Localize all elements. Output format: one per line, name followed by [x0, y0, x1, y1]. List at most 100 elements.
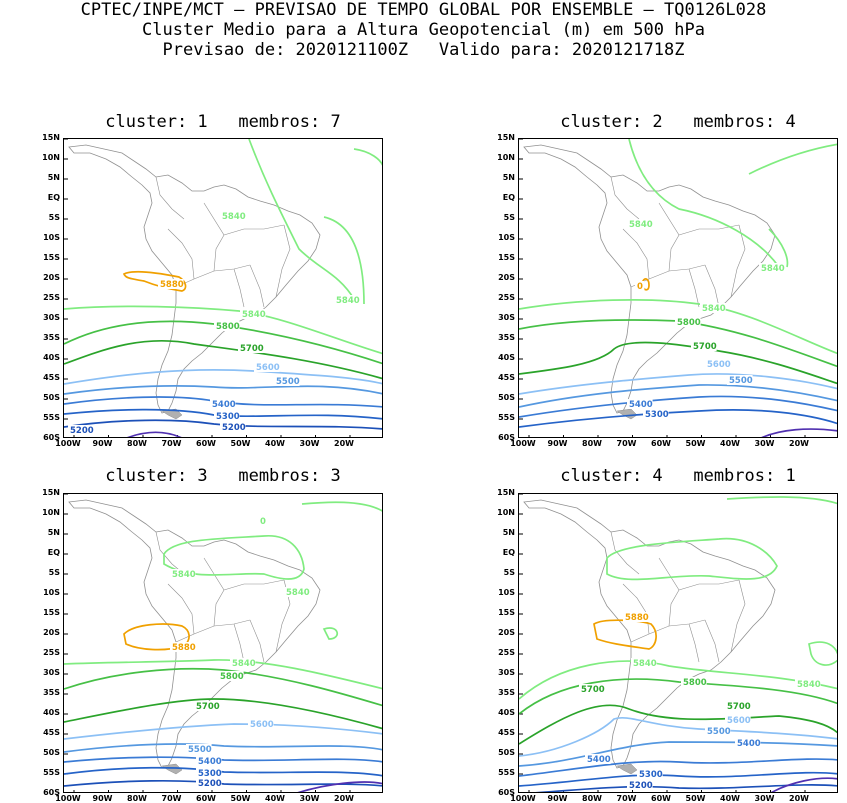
contour-label-bg: [585, 754, 611, 764]
latitude-tick-label: 10N: [42, 508, 60, 517]
longitude-tick-label: 80W: [127, 794, 147, 803]
contour-c5400: [519, 395, 837, 418]
longitude-tick-label: 30W: [299, 794, 320, 803]
longitude-tick-label: 90W: [92, 794, 113, 803]
country-border: [658, 557, 680, 591]
longitude-tick-label: 90W: [547, 794, 568, 803]
contour-label: 5840: [797, 680, 821, 690]
map-frame: 5840 5840 0 5840 5800 5700 5600 5500 5400 5300: [518, 138, 838, 438]
contour-label-bg: [675, 317, 701, 327]
latitude-tick-label: 60S: [43, 788, 60, 797]
country-border: [630, 619, 706, 643]
latitude-tick-label: 30S: [43, 668, 60, 677]
latitude-tick-label: 15S: [43, 608, 60, 617]
contour-label: 5800: [216, 322, 240, 332]
contour-label: 5600: [727, 716, 751, 726]
latitude-tick-label: EQ: [502, 193, 515, 202]
latitude-tick-label: 60S: [498, 788, 515, 797]
latitude-tick-label: 25S: [498, 648, 515, 657]
contour-label: 5840: [761, 264, 785, 274]
map-canvas: 5840584058805840580057005600550054005300…: [64, 139, 382, 437]
longitude-tick-label: 20W: [334, 439, 354, 448]
longitude-tick-label: 100W: [510, 794, 536, 803]
contour-label: 5840: [702, 304, 726, 314]
latitude-tick-label: 35S: [498, 333, 515, 342]
latitude-tick-label: 15N: [42, 488, 60, 497]
contour-label-bg: [220, 211, 246, 221]
contour-c5400: [519, 758, 837, 777]
contour-label-bg: [248, 719, 274, 729]
longitude-tick-label: 80W: [582, 439, 602, 448]
country-border: [203, 202, 225, 236]
contour-c5880: [123, 623, 190, 651]
contour-label-bg: [700, 303, 726, 313]
country-border: [668, 579, 740, 627]
contour-label-bg: [284, 587, 310, 597]
longitude-tick-label: 80W: [127, 439, 147, 448]
longitude-tick-label: 60W: [651, 439, 671, 448]
latitude-tick-label: 40S: [43, 708, 60, 717]
coastline: [68, 144, 321, 414]
contour-c5840-east: [323, 216, 365, 305]
latitude-tick-label: 50S: [498, 748, 515, 757]
map-frame: 5840 5840 5880 5840 5800 5700 5600 5500 5400 5300…: [63, 493, 383, 793]
country-border: [233, 268, 245, 308]
longitude-tick-label: 20W: [789, 439, 809, 448]
panel-title: cluster: 1 membros: 7: [105, 112, 341, 132]
contour-c5500: [64, 743, 382, 753]
contour-label-bg: [759, 263, 785, 273]
contour-label-bg: [254, 362, 280, 372]
contour-label: 5400: [737, 739, 761, 749]
contour-label: 5600: [250, 720, 274, 730]
latitude-tick-label: 50S: [498, 393, 515, 402]
contour-c5840-south: [519, 299, 837, 355]
contour-c5840-north: [628, 139, 780, 268]
panel-title: cluster: 2 membros: 4: [560, 112, 796, 132]
longitude-tick-label: 30W: [299, 439, 320, 448]
contour-label: 5200: [70, 426, 94, 436]
contour-label: 5600: [256, 363, 280, 373]
contour-label-bg: [623, 612, 649, 622]
contour-label: 5800: [677, 318, 701, 328]
contour-c5880: [122, 270, 187, 292]
contour-c5840-north: [163, 535, 305, 580]
latitude-tick-label: 15N: [42, 133, 60, 142]
longitude-tick-label: 40W: [265, 794, 285, 803]
contour-label-bg: [214, 411, 240, 421]
contour-label: 5500: [276, 377, 300, 387]
contour-label: 5300: [198, 769, 222, 779]
contour-label-bg: [158, 279, 184, 289]
contour-label: 0: [637, 282, 643, 292]
latitude-tick-label: 35S: [498, 688, 515, 697]
latitude-tick-label: 10S: [498, 233, 515, 242]
latitude-tick-label: 10N: [42, 153, 60, 162]
contour-label: 5600: [707, 360, 731, 370]
contour-label: 5700: [196, 702, 220, 712]
latitude-tick-label: 20S: [43, 628, 60, 637]
map-canvas: 5840584058805840580057005600550054005300…: [64, 494, 382, 792]
contour-label-bg: [735, 738, 761, 748]
contour-label-bg: [186, 744, 212, 754]
latitude-tick-label: 45S: [498, 728, 515, 737]
latitude-tick-label: 25S: [43, 648, 60, 657]
contour-c5840-north-right: [726, 496, 837, 505]
contour-c5840-north: [606, 537, 778, 581]
latitude-tick-label: 5N: [47, 528, 60, 537]
country-border: [610, 176, 640, 220]
country-border: [167, 583, 195, 635]
latitude-tick-label: 45S: [498, 373, 515, 382]
contour-label: 5400: [629, 400, 653, 410]
longitude-tick-label: 60W: [196, 439, 216, 448]
contour-c5300: [519, 771, 837, 787]
latitude-tick-label: 55S: [498, 768, 515, 777]
latitude-tick-label: 50S: [43, 393, 60, 402]
contour-c5840-south: [64, 659, 382, 690]
contour-label-bg: [170, 569, 196, 579]
latitude-tick-label: 10N: [497, 153, 515, 162]
coastline: [523, 144, 776, 414]
longitude-tick-label: 70W: [616, 794, 637, 803]
contour-label-bg: [170, 642, 196, 652]
latitude-tick-label: 30S: [43, 313, 60, 322]
contour-c5700: [64, 698, 382, 730]
